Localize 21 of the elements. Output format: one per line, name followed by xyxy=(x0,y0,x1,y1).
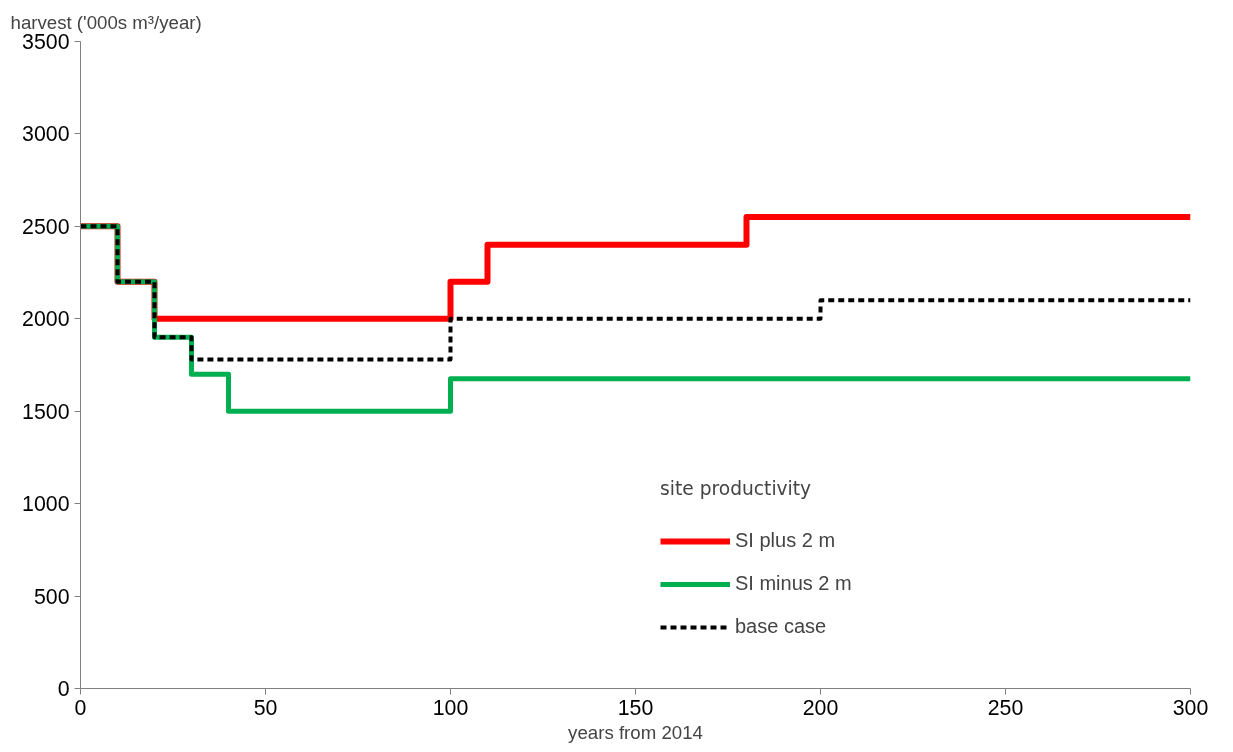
y-tick-label: 3500 xyxy=(22,30,70,54)
legend-label: SI plus 2 m xyxy=(735,529,836,552)
legend-label: base case xyxy=(735,615,827,638)
x-tick-label: 200 xyxy=(802,695,839,720)
x-tick-label: 50 xyxy=(253,695,278,720)
x-tick-label: 0 xyxy=(74,695,87,720)
x-axis-title: years from 2014 xyxy=(568,721,703,743)
y-tick-label: 3000 xyxy=(22,122,70,147)
y-axis-title: harvest ('000s m³/year) xyxy=(10,11,202,33)
y-tick-label: 500 xyxy=(33,584,70,609)
legend-title: site productivity xyxy=(660,478,813,499)
x-tick-label: 250 xyxy=(987,695,1024,720)
legend-label: SI minus 2 m xyxy=(735,572,852,595)
x-tick-label: 100 xyxy=(432,695,469,720)
y-tick-label: 1500 xyxy=(22,399,70,424)
y-tick-label: 0 xyxy=(57,677,70,701)
y-tick-label: 2000 xyxy=(22,307,70,332)
y-tick-label: 1000 xyxy=(22,492,70,517)
x-tick-label: 300 xyxy=(1172,695,1209,720)
x-tick-label: 150 xyxy=(617,695,654,720)
y-tick-label: 2500 xyxy=(22,214,70,239)
